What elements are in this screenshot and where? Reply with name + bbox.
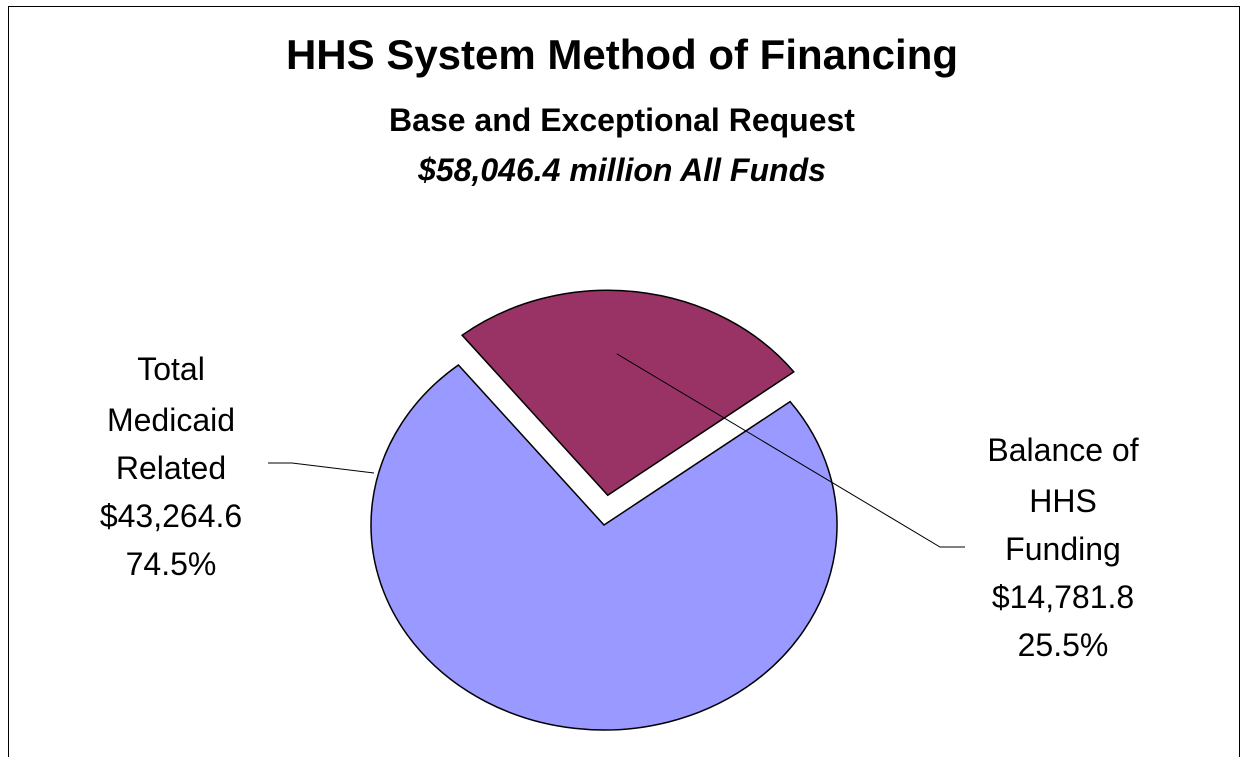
leader-line-balance (616, 353, 965, 548)
slice-label-balance: Balance of HHS Funding $14,781.8 25.5% (987, 432, 1138, 663)
chart-subtitle: Base and Exceptional Request (389, 102, 855, 138)
percent-label: 25.5% (1018, 627, 1109, 663)
pie-slice-medicaid[interactable] (370, 363, 838, 731)
chart-total-funds: $58,046.4 million All Funds (418, 152, 826, 188)
leader-line-medicaid (268, 462, 375, 474)
pie-slice-balance[interactable] (461, 289, 795, 497)
chart-title: HHS System Method of Financing (285, 31, 959, 78)
percent-label: 74.5% (126, 546, 217, 582)
label-line: Funding (1005, 531, 1121, 567)
value-label: $43,264.6 (100, 498, 242, 534)
value-label: $14,781.8 (992, 579, 1134, 615)
chart-frame (8, 6, 1240, 757)
label-line: Total (137, 351, 205, 387)
label-line: Related (116, 450, 226, 486)
label-line: HHS (1029, 483, 1097, 519)
label-line: Balance of (987, 432, 1138, 468)
slice-label-medicaid: Total Medicaid Related $43,264.6 74.5% (100, 351, 242, 582)
label-line: Medicaid (107, 402, 235, 438)
